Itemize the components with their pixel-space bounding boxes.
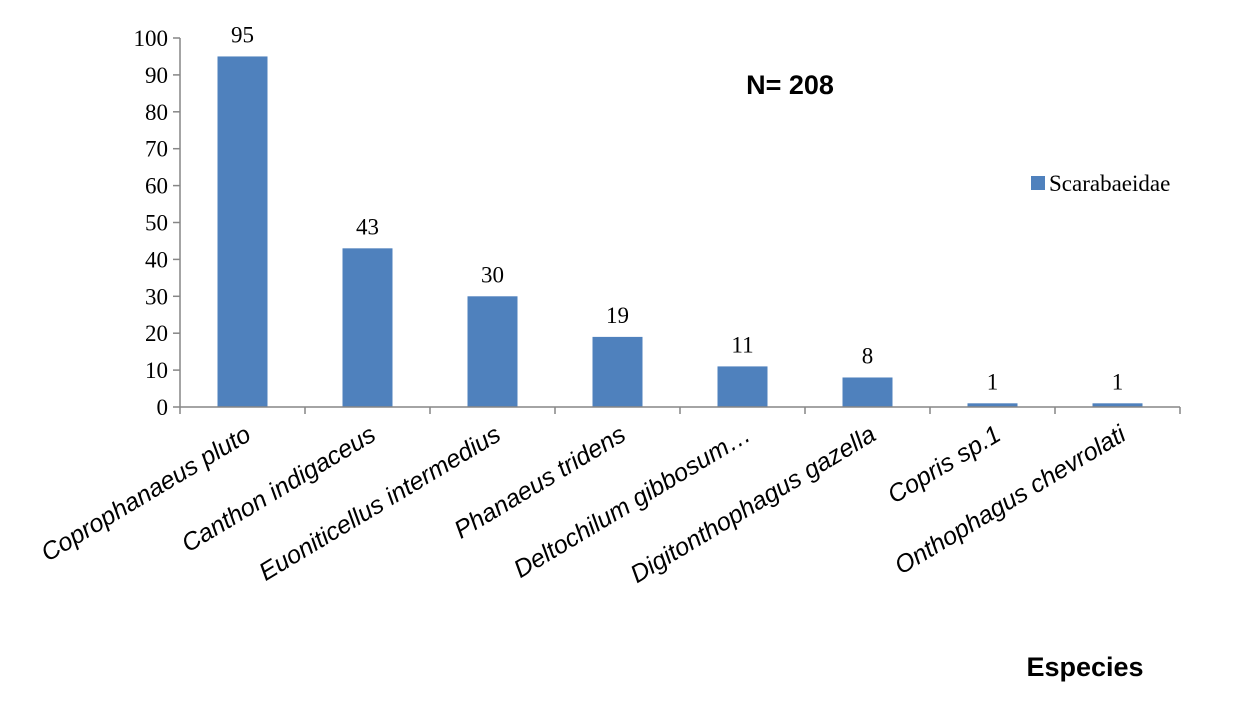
bar bbox=[467, 296, 518, 407]
bar-data-label: 1 bbox=[987, 369, 999, 394]
bar bbox=[592, 336, 643, 407]
x-category-label: Euoniticellus intermedius bbox=[254, 420, 505, 586]
y-tick-label: 20 bbox=[145, 321, 168, 346]
legend-label-scarabaeidae: Scarabaeidae bbox=[1049, 171, 1170, 196]
bar bbox=[842, 377, 893, 407]
bar-data-label: 1 bbox=[1112, 369, 1124, 394]
x-category-label: Deltochilum gibbosum… bbox=[509, 420, 756, 584]
y-tick-label: 50 bbox=[145, 211, 168, 236]
legend-swatch-scarabaeidae bbox=[1031, 176, 1045, 190]
y-tick-label: 0 bbox=[157, 395, 169, 420]
bar bbox=[967, 403, 1018, 407]
bar bbox=[717, 366, 768, 407]
y-tick-label: 40 bbox=[145, 247, 168, 272]
bar-data-label: 95 bbox=[231, 22, 254, 47]
y-tick-label: 30 bbox=[145, 284, 168, 309]
bar-data-label: 30 bbox=[481, 262, 504, 287]
x-category-label: Copris sp.1 bbox=[883, 420, 1006, 509]
bar bbox=[217, 56, 268, 407]
bar bbox=[1092, 403, 1143, 407]
bar-data-label: 43 bbox=[356, 214, 379, 239]
y-tick-label: 70 bbox=[145, 137, 168, 162]
y-axis: 0 10 20 30 40 50 60 70 80 90 100 bbox=[134, 26, 181, 420]
y-tick-label: 100 bbox=[134, 26, 169, 51]
x-category-label: Onthophagus chevrolati bbox=[890, 419, 1132, 580]
bar-data-label: 11 bbox=[731, 332, 753, 357]
bar-data-label: 8 bbox=[862, 343, 874, 368]
y-tick-label: 80 bbox=[145, 100, 168, 125]
sample-size-annotation: N= 208 bbox=[746, 70, 834, 100]
y-tick-label: 90 bbox=[145, 63, 168, 88]
y-tick-label: 10 bbox=[145, 358, 168, 383]
y-tick-label: 60 bbox=[145, 174, 168, 199]
bar-data-label: 19 bbox=[606, 303, 629, 328]
x-axis-title: Especies bbox=[1026, 652, 1143, 682]
legend: Scarabaeidae bbox=[1031, 171, 1170, 196]
x-category-label: Coprophanaeus pluto bbox=[36, 420, 255, 567]
bar bbox=[342, 248, 393, 407]
